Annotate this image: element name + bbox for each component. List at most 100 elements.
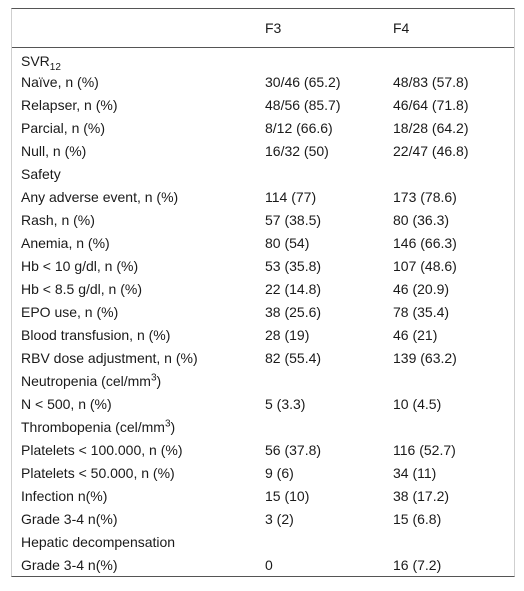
cell-f3: 38 (25.6)	[265, 303, 322, 320]
cell-f3: 28 (19)	[265, 326, 310, 343]
cell-f3: 22 (14.8)	[265, 280, 322, 297]
cell-f4: 80 (36.3)	[393, 211, 450, 228]
cell-f3: 114 (77)	[265, 188, 317, 205]
row-label-text: Grade 3-4 n(%)	[21, 556, 118, 573]
row-label-text: Rash, n (%)	[21, 211, 95, 228]
table-body: SVR12 Naïve, n (%) 30/46 (65.2) 48/83 (57.8…	[12, 47, 514, 576]
cell-f3: 0	[265, 556, 273, 573]
table-row: Infection n(%) 15 (10) 38 (17.2)	[12, 484, 514, 507]
cell-f3	[257, 47, 385, 70]
cell-f3: 8/12 (66.6)	[265, 119, 333, 136]
row-label: Any adverse event, n (%)	[12, 185, 257, 208]
cell-f3: 5 (3.3)	[265, 395, 306, 412]
row-label: SVR12	[12, 47, 257, 72]
table-row: RBV dose adjustment, n (%) 82 (55.4) 139 (…	[12, 346, 514, 369]
row-label: Infection n(%)	[12, 484, 257, 507]
row-label: Platelets < 100.000, n (%)	[12, 438, 257, 461]
header-cell-label	[12, 9, 257, 47]
cell-f4	[385, 530, 514, 553]
table-row: Platelets < 100.000, n (%) 56 (37.8) 116 (…	[12, 438, 514, 461]
cell-f3: 30/46 (65.2)	[265, 73, 341, 90]
results-table-container: F3 F4 SVR12 Naïve, n (%) 30/46 (65.2) 48/83…	[11, 8, 515, 577]
row-label: Parcial, n (%)	[12, 116, 257, 139]
row-label-superscript: 3	[164, 417, 171, 429]
cell-f3: 9 (6)	[265, 464, 294, 481]
cell-f4	[385, 415, 514, 438]
row-label-text: Hb < 10 g/dl, n (%)	[21, 257, 139, 274]
cell-f3: 80 (54)	[265, 234, 310, 251]
cell-f4: 146 (66.3)	[393, 234, 457, 251]
row-label: Anemia, n (%)	[12, 231, 257, 254]
header-cell-f3: F3	[265, 19, 282, 36]
cell-f3: 15 (10)	[265, 487, 310, 504]
row-label-text: Platelets < 50.000, n (%)	[21, 464, 175, 481]
row-label: Blood transfusion, n (%)	[12, 323, 257, 346]
table-row: Hepatic decompensation	[12, 530, 514, 553]
row-label: Naïve, n (%)	[12, 70, 257, 93]
row-label: Platelets < 50.000, n (%)	[12, 461, 257, 484]
cell-f3	[257, 415, 385, 438]
cell-f3	[257, 369, 385, 392]
row-label-text: Grade 3-4 n(%)	[21, 510, 118, 527]
header-row: F3 F4	[12, 9, 514, 47]
table-row: Naïve, n (%) 30/46 (65.2) 48/83 (57.8)	[12, 70, 514, 93]
row-label: Grade 3-4 n(%)	[12, 507, 257, 530]
row-label-text: SVR	[21, 52, 50, 69]
table-row: Anemia, n (%) 80 (54) 146 (66.3)	[12, 231, 514, 254]
table-row: Parcial, n (%) 8/12 (66.6) 18/28 (64.2)	[12, 116, 514, 139]
row-label: Hepatic decompensation	[12, 530, 257, 553]
cell-f4: 38 (17.2)	[393, 487, 450, 504]
row-label-text: Hepatic decompensation	[21, 533, 176, 550]
cell-f3: 53 (35.8)	[265, 257, 322, 274]
row-label-text: Infection n(%)	[21, 487, 108, 504]
table-header: F3 F4	[12, 9, 514, 47]
cell-f4: 18/28 (64.2)	[393, 119, 469, 136]
row-label-text: Any adverse event, n (%)	[21, 188, 179, 205]
cell-f3: 48/56 (85.7)	[265, 96, 341, 113]
table-row: Blood transfusion, n (%) 28 (19) 46 (21)	[12, 323, 514, 346]
cell-f4: 107 (48.6)	[393, 257, 457, 274]
table-row: N < 500, n (%) 5 (3.3) 10 (4.5)	[12, 392, 514, 415]
cell-f4	[385, 162, 514, 185]
cell-f4: 139 (63.2)	[393, 349, 457, 366]
row-label-text: N < 500, n (%)	[21, 395, 112, 412]
table-row: Neutropenia (cel/mm3)	[12, 369, 514, 392]
row-label-text: Anemia, n (%)	[21, 234, 110, 251]
table-row: Any adverse event, n (%) 114 (77) 173 (78.…	[12, 185, 514, 208]
row-label-suffix: )	[170, 418, 176, 435]
cell-f3	[257, 162, 385, 185]
row-label-text: Hb < 8.5 g/dl, n (%)	[21, 280, 143, 297]
row-label: Relapser, n (%)	[12, 93, 257, 116]
table-row: SVR12	[12, 47, 514, 72]
row-label: Hb < 8.5 g/dl, n (%)	[12, 277, 257, 300]
results-table: F3 F4 SVR12 Naïve, n (%) 30/46 (65.2) 48/83…	[12, 9, 514, 576]
table-row: Platelets < 50.000, n (%) 9 (6) 34 (11)	[12, 461, 514, 484]
row-label-suffix: )	[156, 372, 162, 389]
cell-f4: 16 (7.2)	[393, 556, 442, 573]
row-label-superscript: 3	[150, 371, 157, 383]
row-label-text: Platelets < 100.000, n (%)	[21, 441, 183, 458]
row-label: Grade 3-4 n(%)	[12, 553, 257, 576]
row-label: Hb < 10 g/dl, n (%)	[12, 254, 257, 277]
cell-f3: 16/32 (50)	[265, 142, 329, 159]
cell-f4: 15 (6.8)	[393, 510, 442, 527]
row-label-text: EPO use, n (%)	[21, 303, 119, 320]
cell-f4: 22/47 (46.8)	[393, 142, 469, 159]
cell-f3: 57 (38.5)	[265, 211, 322, 228]
row-label: Thrombopenia (cel/mm3)	[12, 415, 257, 438]
row-label-text: Null, n (%)	[21, 142, 87, 159]
table-row: Rash, n (%) 57 (38.5) 80 (36.3)	[12, 208, 514, 231]
row-label-text: RBV dose adjustment, n (%)	[21, 349, 198, 366]
cell-f4: 46/64 (71.8)	[393, 96, 469, 113]
row-label-text: Naïve, n (%)	[21, 73, 99, 90]
row-label-text: Blood transfusion, n (%)	[21, 326, 171, 343]
cell-f3: 82 (55.4)	[265, 349, 322, 366]
table-row: Relapser, n (%) 48/56 (85.7) 46/64 (71.8)	[12, 93, 514, 116]
row-label: Safety	[12, 162, 257, 185]
cell-f3: 56 (37.8)	[265, 441, 322, 458]
row-label-text: Parcial, n (%)	[21, 119, 106, 136]
cell-f4: 46 (20.9)	[393, 280, 450, 297]
row-label-text: Safety	[21, 165, 61, 182]
table-row: Thrombopenia (cel/mm3)	[12, 415, 514, 438]
table-row: Hb < 8.5 g/dl, n (%) 22 (14.8) 46 (20.9)	[12, 277, 514, 300]
